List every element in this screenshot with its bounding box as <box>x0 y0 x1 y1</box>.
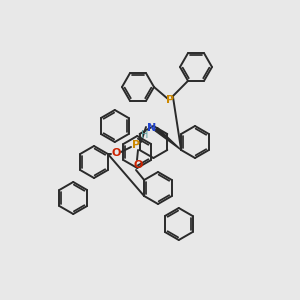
Text: N: N <box>147 123 157 133</box>
Text: H: H <box>141 130 149 140</box>
Polygon shape <box>155 128 181 150</box>
Text: O: O <box>111 148 121 158</box>
Text: P: P <box>166 95 174 105</box>
Text: O: O <box>133 160 143 170</box>
Text: P: P <box>132 140 140 150</box>
